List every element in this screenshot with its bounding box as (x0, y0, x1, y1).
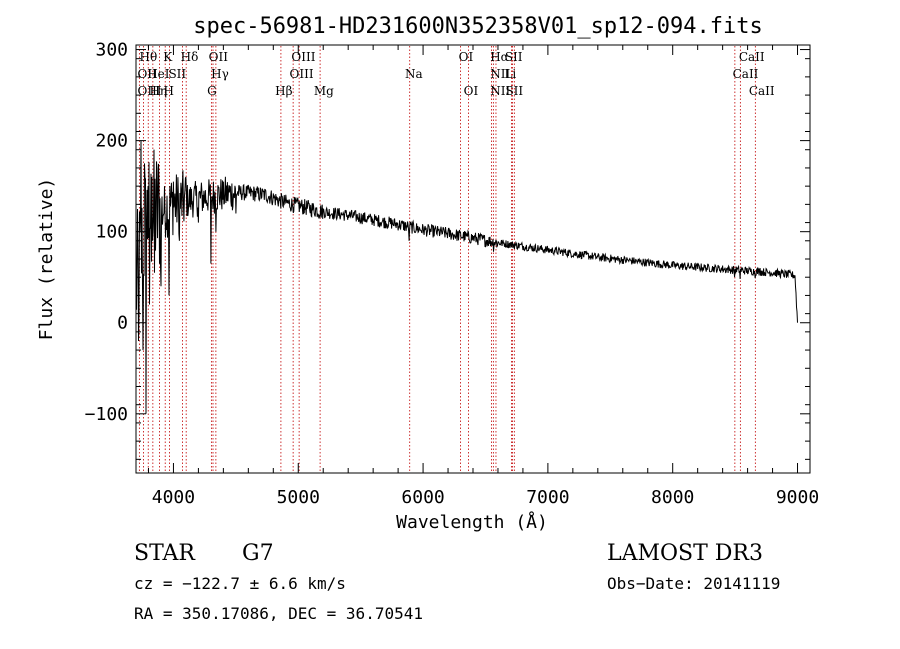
line-label: G (207, 84, 217, 98)
line-label: Hβ (275, 84, 292, 98)
sky-coordinates: RA = 350.17086, DEC = 36.70541 (134, 604, 423, 623)
line-label: H (163, 84, 173, 98)
data-release: LAMOST DR3 (607, 541, 763, 566)
x-tick-label: 9000 (776, 487, 819, 508)
y-axis-label: Flux (relative) (36, 178, 57, 341)
y-tick-label: −100 (85, 404, 128, 425)
line-label: CaII (733, 67, 759, 81)
object-subclass: G7 (242, 541, 274, 566)
chart-title: spec-56981-HD231600N352358V01_sp12-094.f… (193, 14, 763, 39)
line-label: Hη (149, 84, 167, 98)
spectral-line-markers (138, 46, 756, 472)
line-label: SII (168, 67, 186, 81)
line-label: Hγ (211, 67, 229, 81)
line-label: Mg (314, 84, 334, 98)
line-label: SII (505, 50, 523, 64)
line-label: Hδ (181, 50, 199, 64)
line-label: NII (490, 67, 510, 81)
x-tick-label: 5000 (277, 487, 320, 508)
line-label: OI (464, 84, 479, 98)
x-tick-label: 6000 (401, 487, 444, 508)
line-label: NII (490, 84, 510, 98)
plot-frame (135, 44, 811, 474)
line-label: K (163, 50, 173, 64)
line-label: SII (505, 84, 523, 98)
line-label: OIII (137, 84, 161, 98)
x-tick-label: 4000 (152, 487, 195, 508)
line-label: Hθ (139, 50, 157, 64)
x-tick-label: 7000 (526, 487, 569, 508)
line-label: OII (209, 50, 229, 64)
line-label: OII (137, 67, 157, 81)
flux-series-line (135, 140, 798, 414)
observation-date: Obs−Date: 20141119 (607, 574, 780, 593)
y-tick-label: 0 (117, 313, 128, 334)
line-label: OIII (290, 67, 314, 81)
x-tick-label: 8000 (651, 487, 694, 508)
y-axis-ticks: −100 0 100 200 300 (85, 40, 810, 460)
x-axis-label: Wavelength (Å) (396, 511, 548, 533)
line-label: OIII (291, 50, 315, 64)
line-label: OI (459, 50, 474, 64)
line-label: Na (405, 67, 423, 81)
line-label: HeI (147, 67, 170, 81)
line-label: CaII (749, 84, 775, 98)
x-axis-ticks: 4000 5000 6000 7000 8000 9000 (147, 45, 819, 508)
y-tick-label: 300 (95, 40, 128, 61)
radial-velocity: cz = −122.7 ± 6.6 km/s (134, 574, 346, 593)
line-label: Hα (490, 50, 509, 64)
line-label: CaII (739, 50, 765, 64)
y-tick-label: 100 (95, 222, 128, 243)
line-label: Li (504, 67, 516, 81)
object-class: STAR (134, 541, 196, 566)
y-tick-label: 200 (95, 131, 128, 152)
